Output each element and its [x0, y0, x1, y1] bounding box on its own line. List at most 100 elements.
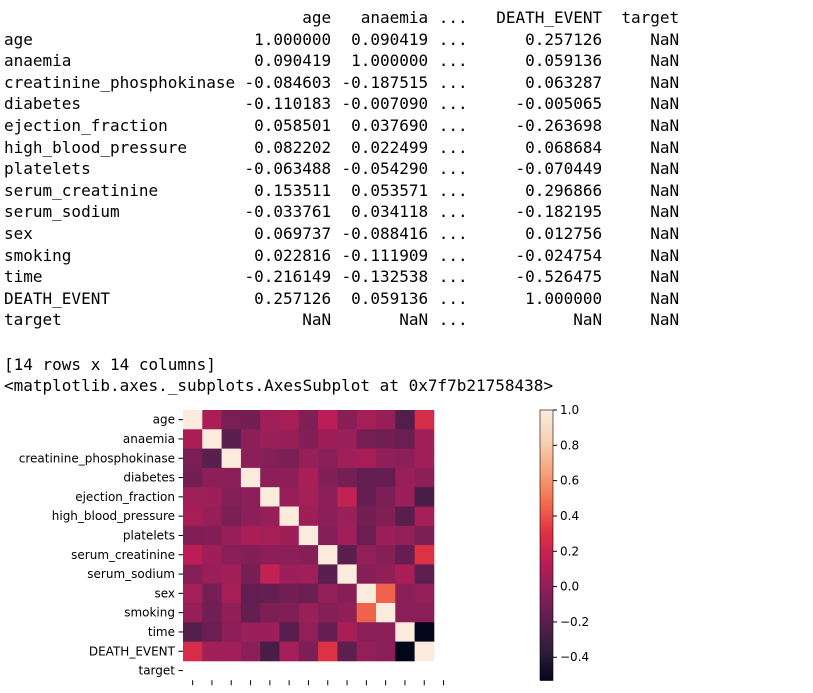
heatmap-cell [202, 622, 222, 642]
heatmap-cell [202, 564, 222, 585]
colorbar-segment [540, 637, 553, 641]
heatmap-cell [318, 564, 338, 585]
heatmap-cell [240, 583, 261, 604]
heatmap-cell [260, 641, 280, 662]
table-cell: -0.263698 [515, 115, 603, 135]
heatmap-cell [337, 564, 358, 585]
heatmap-cell [298, 564, 319, 585]
heatmap-cell [221, 641, 242, 662]
colorbar-segment [540, 416, 553, 420]
header-cell [4, 7, 235, 29]
row-label: high_blood_pressure [4, 137, 188, 157]
table-cell: ... [438, 202, 468, 222]
table-cell: 0.090419 [254, 51, 332, 71]
heatmap-cell [298, 429, 319, 449]
heatmap-cell [183, 429, 203, 449]
table-cell: -0.088416 [341, 223, 429, 243]
heatmap-cell [356, 506, 377, 527]
table-cell: NaN [650, 72, 680, 92]
colorbar-segment [540, 446, 553, 449]
row-label: serum_creatinine [4, 180, 159, 200]
colorbar-segment [540, 619, 553, 623]
table-row: diabetes -0.110183 -0.007090... -0.005065 Na… [4, 93, 679, 115]
colorbar-segment [540, 666, 553, 670]
row-label: platelets [4, 159, 91, 179]
heatmap-cell [318, 448, 338, 469]
y-tick-label: ejection_fraction [75, 490, 175, 504]
header-cell: anaemia [360, 8, 429, 27]
table-cell: 0.082202 [254, 137, 332, 157]
heatmap-cell [183, 564, 203, 585]
heatmap-cell [395, 410, 415, 430]
colorbar-segment [540, 644, 553, 648]
colorbar-segment [540, 459, 553, 463]
colorbar-segment [540, 428, 553, 431]
heatmap-cell [376, 506, 396, 527]
heatmap-cell [298, 506, 319, 527]
colorbar-segment [540, 549, 553, 553]
heatmap-cell [202, 487, 222, 507]
colorbar-segment [540, 461, 553, 465]
heatmap-cell [221, 525, 242, 546]
colorbar-segment [540, 475, 553, 479]
table-cell: 0.058501 [254, 115, 332, 135]
table-cell: NaN [302, 310, 332, 330]
heatmap-cell [260, 525, 280, 546]
row-label: creatinine_phosphokinase [4, 72, 236, 92]
heatmap-cell [356, 487, 377, 507]
header-cell: age [302, 8, 332, 27]
colorbar-segment [540, 664, 553, 668]
colorbar-segment [540, 495, 553, 499]
colorbar-segment [540, 605, 553, 609]
colorbar-segment [540, 560, 553, 564]
heatmap-cell [414, 564, 435, 585]
heatmap-cell [414, 583, 435, 604]
colorbar-segment [540, 448, 553, 452]
table-cell: NaN [399, 310, 429, 330]
colorbar-segment [540, 529, 553, 533]
colorbar-segment [540, 522, 553, 526]
table-cell: NaN [650, 223, 680, 243]
table-cell: NaN [650, 51, 680, 71]
colorbar-segment [540, 452, 553, 456]
colorbar-segment [540, 464, 553, 467]
colorbar-segment [540, 646, 553, 650]
heatmap-cell [356, 448, 377, 469]
colorbar-segment [540, 668, 553, 672]
heatmap-cell [376, 603, 396, 623]
colorbar-segment [540, 491, 553, 494]
colorbar-segment [540, 655, 553, 659]
table-cell: 0.296866 [525, 180, 603, 200]
heatmap-cell [337, 506, 358, 527]
table-row: creatinine_phosphokinase -0.084603 -0.1875… [4, 72, 679, 94]
table-cell: NaN [650, 94, 680, 114]
colorbar-tick-label: 0.2 [560, 544, 579, 558]
colorbar-segment [540, 614, 553, 618]
heatmap-cell [395, 603, 415, 623]
row-label: diabetes [4, 94, 82, 114]
heatmap-cell [395, 467, 415, 488]
heatmap-cell [183, 525, 203, 546]
colorbar-segment [540, 578, 553, 582]
colorbar-segment [540, 527, 553, 530]
colorbar-frame [539, 409, 554, 681]
y-tick-label: diabetes [123, 471, 175, 485]
colorbar-tick-label: 0.4 [560, 509, 579, 523]
table-cell: ... [438, 137, 468, 157]
heatmap-cell [318, 622, 338, 642]
table-row: high_blood_pressure 0.082202 0.022499... 0.… [4, 137, 679, 159]
table-cell: NaN [650, 180, 680, 200]
heatmap-cell [279, 467, 300, 488]
table-cell: ... [438, 115, 468, 135]
table-row: serum_sodium -0.033761 0.034118... -0.18219… [4, 201, 679, 223]
heatmap-cell [279, 487, 300, 507]
table-cell: 0.053571 [351, 180, 429, 200]
colorbar-segment [540, 671, 553, 675]
colorbar-segment [540, 630, 553, 634]
heatmap-cell [356, 429, 377, 449]
heatmap-cell [395, 622, 415, 642]
heatmap-cell [318, 487, 338, 507]
table-cell: 0.034118 [351, 202, 429, 222]
table-cell: 0.069737 [254, 223, 332, 243]
correlation-heatmap: age anaemia creatinine_phosphokinasediabet… [19, 403, 589, 686]
